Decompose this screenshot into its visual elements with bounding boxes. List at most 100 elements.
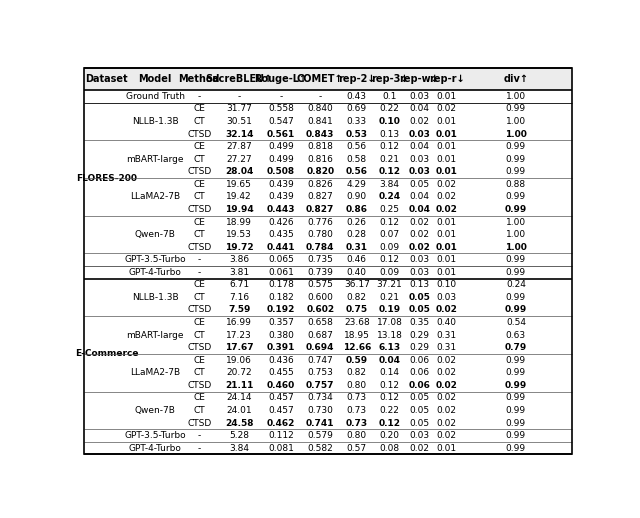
Text: 0.843: 0.843 [306, 130, 334, 138]
Text: 19.72: 19.72 [225, 242, 253, 252]
Text: 0.600: 0.600 [307, 293, 333, 302]
Text: 5.28: 5.28 [229, 431, 249, 440]
Text: rep-2↓: rep-2↓ [338, 74, 376, 84]
Text: 32.14: 32.14 [225, 130, 253, 138]
Text: 0.79: 0.79 [505, 343, 527, 352]
Text: -: - [198, 443, 201, 453]
Text: 0.582: 0.582 [307, 443, 333, 453]
Text: 0.784: 0.784 [306, 242, 335, 252]
Text: CT: CT [193, 230, 205, 239]
Text: 0.12: 0.12 [378, 167, 401, 176]
Text: 0.06: 0.06 [408, 381, 430, 390]
Text: 0.547: 0.547 [268, 117, 294, 126]
Text: 0.08: 0.08 [380, 443, 399, 453]
Text: 0.14: 0.14 [380, 368, 399, 377]
Text: 0.457: 0.457 [268, 393, 294, 402]
Text: 0.02: 0.02 [409, 218, 429, 226]
Text: 0.575: 0.575 [307, 280, 333, 290]
Text: 0.02: 0.02 [436, 431, 456, 440]
Text: 1.00: 1.00 [506, 218, 526, 226]
Text: 0.73: 0.73 [347, 393, 367, 402]
Text: 0.99: 0.99 [506, 356, 526, 365]
Text: 0.56: 0.56 [347, 142, 367, 151]
Text: 0.63: 0.63 [506, 330, 526, 340]
Text: 0.05: 0.05 [408, 306, 430, 314]
Text: CE: CE [193, 356, 205, 365]
Text: 0.02: 0.02 [436, 205, 458, 214]
Text: 0.24: 0.24 [378, 192, 401, 202]
Text: 0.12: 0.12 [378, 419, 401, 427]
Text: 19.94: 19.94 [225, 205, 253, 214]
Text: 0.03: 0.03 [408, 167, 430, 176]
Text: CTSD: CTSD [187, 242, 211, 252]
Text: 0.508: 0.508 [267, 167, 295, 176]
Text: 0.99: 0.99 [506, 105, 526, 113]
Text: GPT-3.5-Turbo: GPT-3.5-Turbo [124, 255, 186, 264]
Text: 0.59: 0.59 [346, 356, 368, 365]
Text: CT: CT [193, 368, 205, 377]
Text: 0.03: 0.03 [409, 155, 429, 164]
Text: CTSD: CTSD [187, 205, 211, 214]
Text: 0.31: 0.31 [436, 330, 457, 340]
Text: rep-r↓: rep-r↓ [429, 74, 465, 84]
Text: 17.67: 17.67 [225, 343, 253, 352]
Text: 0.10: 0.10 [378, 117, 401, 126]
Text: LLaMA2-7B: LLaMA2-7B [130, 192, 180, 202]
Text: 0.13: 0.13 [409, 280, 429, 290]
Text: 0.21: 0.21 [380, 155, 399, 164]
Text: 0.04: 0.04 [409, 142, 429, 151]
Text: 0.12: 0.12 [380, 142, 399, 151]
Text: 0.01: 0.01 [436, 130, 458, 138]
Text: 30.51: 30.51 [226, 117, 252, 126]
Text: FLORES-200: FLORES-200 [76, 174, 137, 182]
Text: 0.816: 0.816 [307, 155, 333, 164]
Text: rep-w↓: rep-w↓ [399, 74, 439, 84]
Text: CT: CT [193, 192, 205, 202]
Text: 0.380: 0.380 [268, 330, 294, 340]
Text: 0.75: 0.75 [346, 306, 368, 314]
Text: 21.11: 21.11 [225, 381, 253, 390]
Text: 0.04: 0.04 [378, 356, 401, 365]
Text: 0.730: 0.730 [307, 406, 333, 415]
Text: 0.03: 0.03 [409, 92, 429, 101]
Text: 0.35: 0.35 [409, 318, 429, 327]
Text: 1.00: 1.00 [505, 242, 527, 252]
Text: 0.02: 0.02 [409, 443, 429, 453]
Text: 0.01: 0.01 [436, 268, 457, 277]
Text: 0.40: 0.40 [347, 268, 367, 277]
Text: 0.01: 0.01 [436, 218, 457, 226]
Text: 0.26: 0.26 [347, 218, 367, 226]
Text: CE: CE [193, 105, 205, 113]
Text: 1.00: 1.00 [506, 92, 526, 101]
Text: CTSD: CTSD [187, 381, 211, 390]
Text: 0.46: 0.46 [347, 255, 367, 264]
Text: 0.56: 0.56 [346, 167, 368, 176]
Text: 0.01: 0.01 [436, 117, 457, 126]
Text: 13.18: 13.18 [376, 330, 403, 340]
Text: 23.68: 23.68 [344, 318, 370, 327]
Text: 0.73: 0.73 [346, 419, 368, 427]
Text: COMET↑: COMET↑ [297, 74, 344, 84]
Text: CE: CE [193, 218, 205, 226]
Text: 1.00: 1.00 [505, 130, 527, 138]
Text: 0.1: 0.1 [382, 92, 397, 101]
Text: 0.01: 0.01 [436, 255, 457, 264]
Text: 0.435: 0.435 [268, 230, 294, 239]
Text: 0.747: 0.747 [307, 356, 333, 365]
Text: 31.77: 31.77 [226, 105, 252, 113]
Text: CTSD: CTSD [187, 343, 211, 352]
Text: 0.13: 0.13 [380, 130, 399, 138]
Text: 0.436: 0.436 [268, 356, 294, 365]
Text: 0.20: 0.20 [380, 431, 399, 440]
Text: 0.12: 0.12 [380, 381, 399, 390]
Text: 0.443: 0.443 [267, 205, 296, 214]
Text: 0.19: 0.19 [378, 306, 401, 314]
Text: CE: CE [193, 180, 205, 189]
Text: 0.192: 0.192 [267, 306, 295, 314]
Text: 3.86: 3.86 [229, 255, 249, 264]
Text: 17.08: 17.08 [376, 318, 403, 327]
Text: 0.02: 0.02 [436, 393, 456, 402]
Text: 0.826: 0.826 [307, 180, 333, 189]
Text: 0.99: 0.99 [506, 393, 526, 402]
Text: 6.13: 6.13 [378, 343, 401, 352]
